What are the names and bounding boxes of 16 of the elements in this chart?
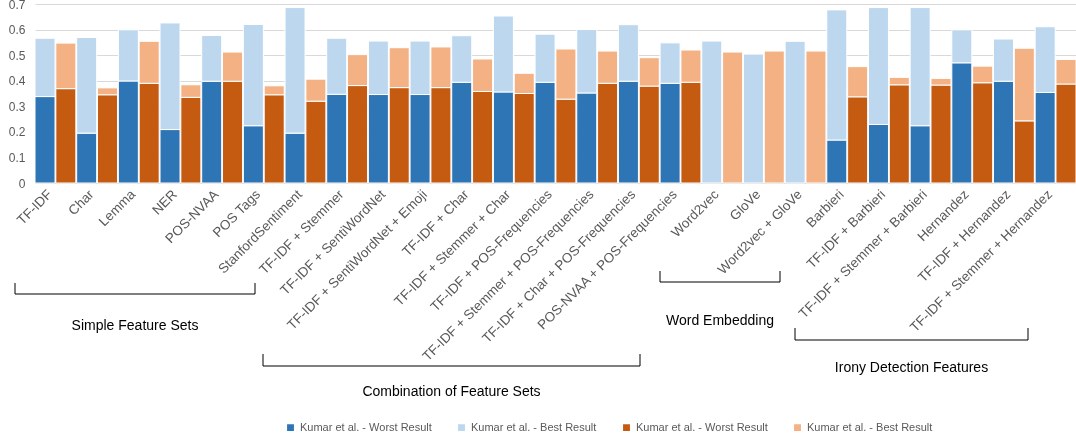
y-tick-label: 0.4 bbox=[8, 74, 26, 89]
y-tick-label: 0 bbox=[18, 176, 26, 191]
legend-label: Kumar et al. - Worst Result bbox=[636, 420, 768, 433]
y-tick-label: 0.1 bbox=[8, 150, 26, 165]
text: Simple Feature Sets bbox=[71, 317, 199, 333]
y-tick-label: 0.3 bbox=[8, 99, 26, 114]
y-tick-label: 0.2 bbox=[8, 125, 26, 140]
y-tick-label: 0.5 bbox=[8, 48, 26, 63]
legend-label: Kumar et al. - Best Result bbox=[471, 420, 597, 433]
y-tick-label: 0.6 bbox=[8, 23, 26, 38]
text: Irony Detection Features bbox=[834, 359, 989, 375]
text: Combination of Feature Sets bbox=[362, 383, 541, 399]
legend-label: Kumar et al. - Worst Result bbox=[300, 420, 432, 433]
legend-label: Kumar et al. - Best Result bbox=[807, 420, 933, 433]
text: Word Embedding bbox=[666, 312, 774, 328]
y-tick-label: 0.7 bbox=[8, 0, 26, 12]
